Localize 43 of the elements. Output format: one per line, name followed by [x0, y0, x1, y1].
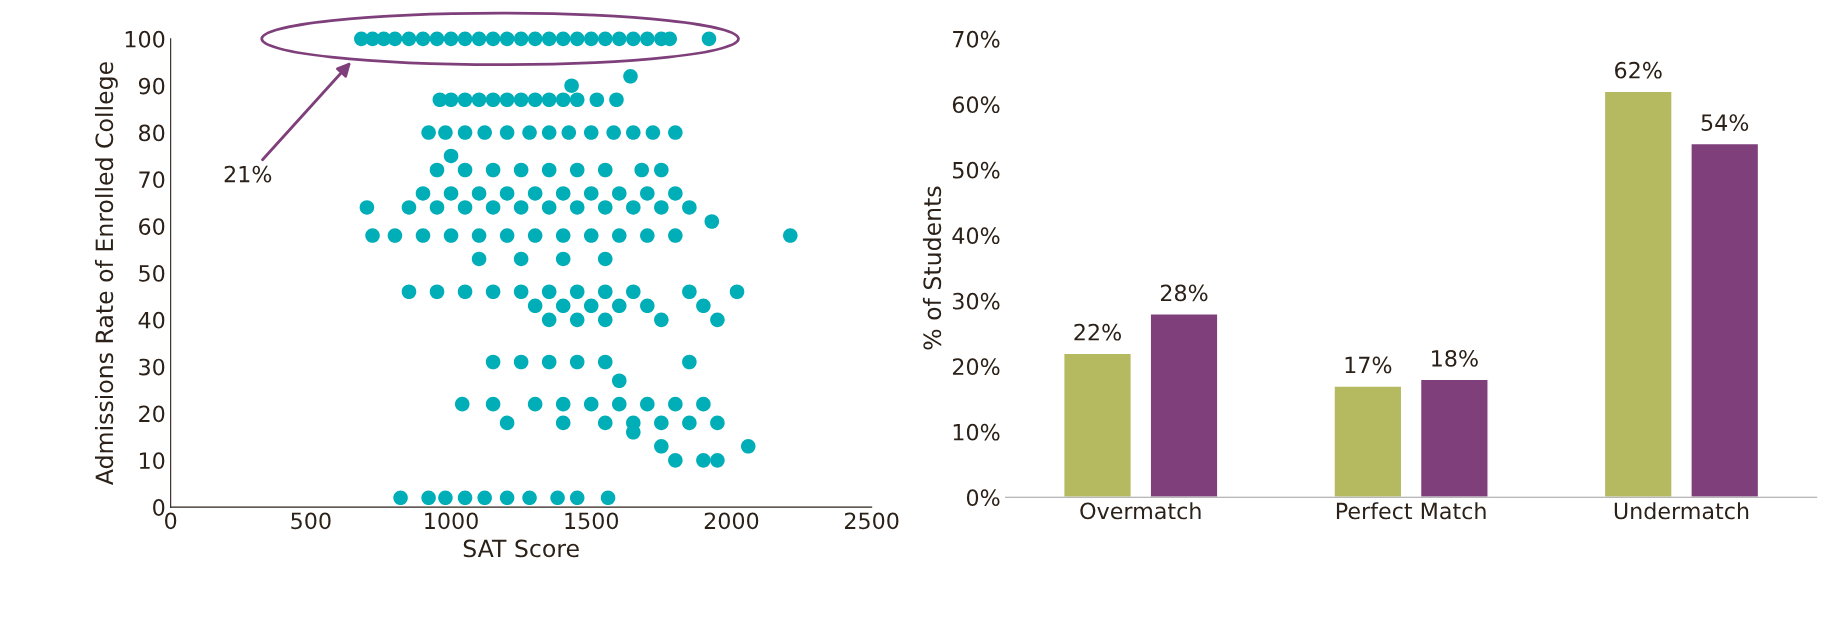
y-tick-label: 50% [953, 161, 1000, 179]
y-tick-label: 60% [952, 96, 1000, 114]
bar [1603, 90, 1673, 498]
annotation: 21% [224, 165, 272, 183]
x-tick-label: Undermatch [1614, 502, 1749, 520]
data-label: 17% [1345, 356, 1392, 374]
x-tick-label: 0 [165, 512, 177, 530]
x-tick-label: 1500 [565, 512, 619, 530]
y-tick-label: 10 [139, 452, 165, 470]
x-tick-label: Overmatch [1080, 502, 1201, 520]
y-tick-label: 70 [139, 171, 165, 189]
y-tick-label: 90 [138, 77, 165, 95]
bar [1419, 378, 1489, 498]
y-tick-label: 20 [139, 405, 165, 423]
y-tick-label: 20% [952, 358, 1000, 376]
bar [1690, 142, 1760, 498]
x-tick-label: Perfect Match [1336, 502, 1486, 520]
data-label: 54% [1701, 114, 1749, 132]
y-tick-label: 30 [139, 358, 165, 376]
data-label: 22% [1074, 323, 1121, 341]
data-label: 18% [1432, 349, 1478, 367]
bar [1333, 385, 1403, 498]
bar [1063, 352, 1132, 498]
x-tick-label: 2000 [704, 512, 759, 530]
y-tick-label: 100 [125, 30, 165, 48]
y-axis-title: % of Students [922, 186, 942, 350]
y-tick-label: 60 [139, 218, 165, 235]
y-tick-label: 40 [138, 311, 165, 329]
x-tick-label: 1000 [425, 512, 478, 530]
x-tick-label: 500 [291, 512, 331, 530]
data-label: 62% [1615, 61, 1662, 79]
y-tick-label: 50 [139, 264, 165, 282]
bar [1149, 313, 1219, 498]
data-label: 28% [1160, 284, 1208, 302]
y-tick-label: 80 [139, 124, 165, 142]
y-tick-label: 30% [953, 292, 1000, 310]
y-tick-label: 40% [952, 227, 1000, 245]
y-tick-label: 10% [953, 423, 1000, 441]
y-axis-title: Admissions Rate of Enrolled College [94, 62, 118, 485]
y-tick-label: 70% [953, 30, 1000, 48]
x-tick-label: 2500 [844, 512, 899, 530]
y-tick-label: 0% [966, 489, 1000, 507]
x-axis-title: SAT Score [463, 539, 579, 558]
